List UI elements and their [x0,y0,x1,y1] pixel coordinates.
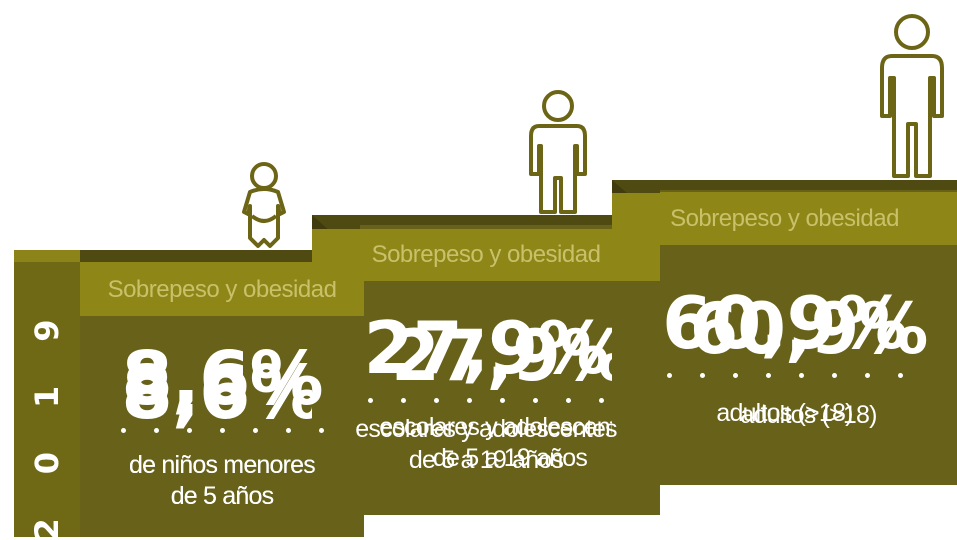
stat-value: 60,9% [689,288,929,370]
desc-line-1: escolares y adolescentes [379,413,641,441]
stat-value-3: 60,9% [662,281,908,365]
stat-description: de niños menores de 5 años [80,450,364,512]
desc-line-1: escolares y adolescentes [355,415,617,443]
desc-line-1: adultos (>18) [740,401,877,429]
stat-description-3: adultos (>18) [612,398,957,429]
desc-line-2: de 5 a 19 años [408,446,564,474]
stat-description-1: de niños menores de 5 años [80,450,364,512]
child-icon [527,88,589,216]
band-label-3: Sobrepeso y obesidad [612,193,957,245]
dot-divider-3 [612,373,957,378]
desc-line-2: de 5 a 19 años [432,444,588,472]
stat-description: escolares y adolescentes de 5 a 19 años [360,412,660,474]
stat-description-2: escolares y adolescentes de 5 a 19 años [312,414,660,476]
stat-value-1: 8,6% [121,336,323,422]
stat-value: 27,9% [391,315,630,397]
baby-icon [238,160,290,250]
stat-value-2: 27,9% [363,306,610,390]
adult-icon [878,12,946,180]
year-bar-top [14,250,80,262]
band-label-2: Sobrepeso y obesidad [312,229,660,281]
desc-line-2: de 5 años [170,482,274,510]
year-bar: 2019 [14,250,80,540]
stat-value: 8,6% [121,350,323,436]
stat-description: adultos (>18) [660,400,957,431]
desc-line-1: adultos (>18) [716,399,853,427]
dot-divider-1 [80,428,364,433]
desc-line-1: de niños menores [129,451,316,479]
desc-line-1: de niños menores [129,451,316,479]
dot-divider-2 [312,398,660,403]
desc-line-2: de 5 años [170,482,274,510]
